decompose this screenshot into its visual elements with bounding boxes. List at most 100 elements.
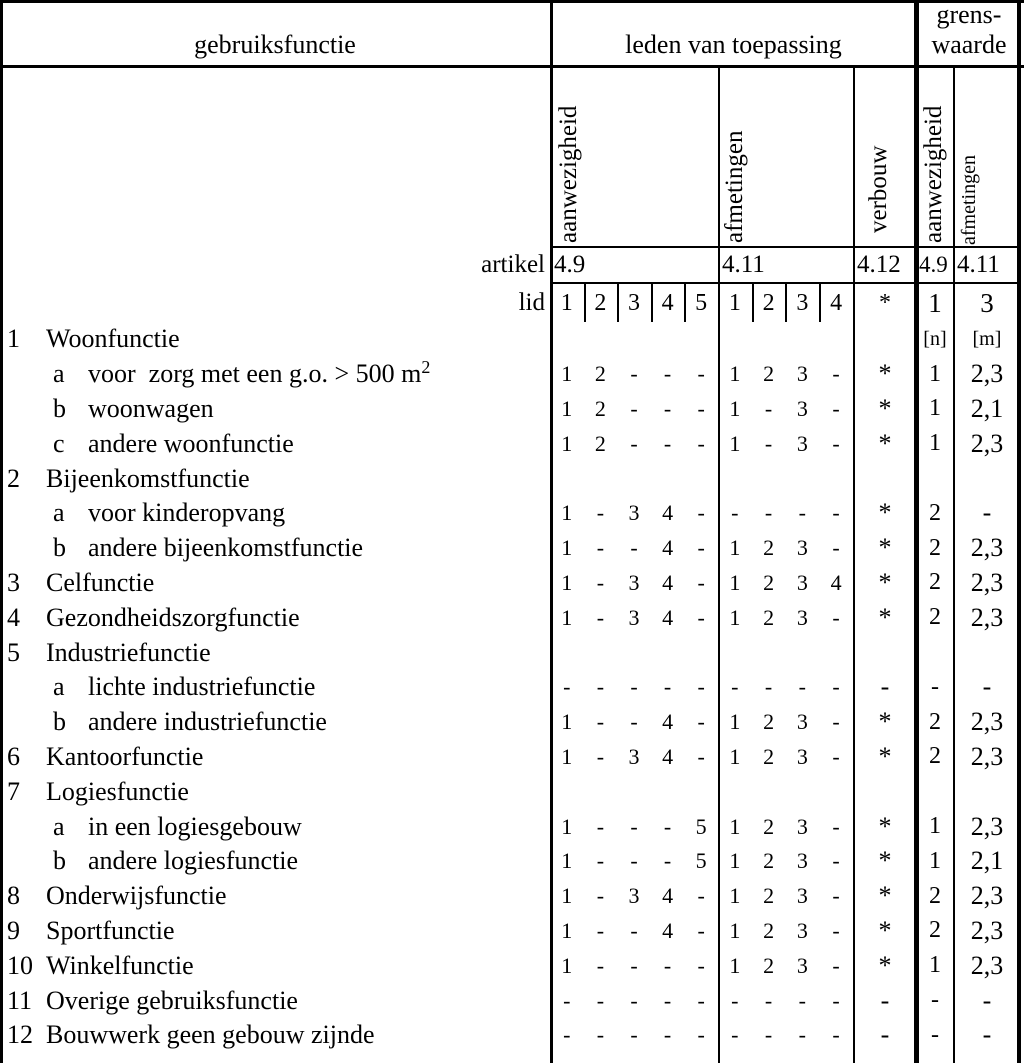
table-row: 4 Gezondheidszorgfunctie 1-3 4-1 2 3- * 2 2,3 [0,600,1021,635]
table-row: a lichte industriefunctie - - - - - - - - - - - - [0,670,1021,705]
verbouw-value-cell: * [878,915,892,945]
verbouw-value-cell [853,635,917,670]
grenswaarde-afmetingen-cell: - [982,672,992,702]
lid-afmetingen-value-cell: - [764,1022,773,1048]
lid-aanwezigheid-value-cell: - [697,674,705,700]
lid-afmetingen-value-cell: 1 [729,604,741,630]
column-header-gebruiksfunctie: gebruiksfunctie [194,30,356,60]
verbouw-value-cell: * [878,846,892,876]
lid-tick [819,284,821,322]
lid-aanwezigheid-value-cell: - [697,430,705,456]
lid-afmetingen-value-cell: - [832,674,840,700]
verbouw-value-cell [853,461,917,496]
row-number: 9 [7,915,20,945]
grenswaarde-aanwezigheid-cell: 1 [928,395,941,422]
grenswaarde-aanwezigheid-cell: 2 [928,569,941,596]
verbouw-value-cell [853,322,917,357]
lid-aanwezigheid-value-cell: - [596,987,605,1013]
grenswaarde-aanwezigheid-cell: [n] [923,327,947,350]
lid-number: 3 [796,289,809,316]
lid-aanwezigheid-value-cell: - [596,952,605,978]
verbouw-value-cell: * [878,359,892,389]
rule-above-lid [550,282,1020,284]
rule-aanwezigheid-afmetingen [718,65,720,1063]
lid-aanwezigheid-value-cell: - [663,674,672,700]
row-label: voor kinderopvang [88,498,286,528]
row-label: Bouwwerk geen gebouw zijnde [46,1020,375,1050]
lid-afmetingen-value-cell: 1 [729,535,741,561]
lid-afmetingen-value-cell [819,461,853,496]
table-row: c andere woonfunctie 1 2- - -1-3- * 1 2,3 [0,426,1021,461]
lid-number: 4 [661,289,674,316]
lid-verbouw-asterisk: * [878,289,891,316]
lid-aanwezigheid-value-cell [550,635,584,670]
verbouw-value-cell: * [878,533,892,563]
gebruiksfunctie-cell: 3 Celfunctie [0,566,550,601]
gebruiksfunctie-cell: b andere logiesfunctie [0,844,550,879]
table-row: b andere logiesfunctie 1- - -5 1 2 3- * 1 2,1 [0,844,1021,879]
row-number: 8 [7,881,20,911]
lid-afmetingen-value-cell: 3 [796,743,808,769]
lid-afmetingen-value-cell: 3 [796,917,808,943]
grenswaarde-aanwezigheid-cell [917,774,953,809]
lid-aanwezigheid-value-cell: - [697,395,705,421]
row-number: 1 [7,324,20,354]
rule-grens-aanw-afm [953,65,955,1063]
lid-aanwezigheid-value-cell [550,461,584,496]
lid-aanwezigheid-value-cell: 4 [662,604,674,630]
row-label: Onderwijsfunctie [46,881,227,911]
lid-tick [617,284,619,322]
verbouw-value-cell: * [878,707,892,737]
grenswaarde-afmetingen-cell: 2,3 [970,881,1004,911]
lid-aanwezigheid-value-cell: - [596,848,605,874]
gebruiksfunctie-cell: 11 Overige gebruiksfunctie [0,983,550,1018]
lid-aanwezigheid-value-cell: 1 [561,430,573,456]
row-number: 3 [7,567,20,597]
lid-tick [651,284,653,322]
grenswaarde-aanwezigheid-cell: - [930,673,939,700]
subheader-cell-leden-aanwezigheid: aanwezigheid [550,65,718,246]
grenswaarde-afmetingen-cell: 2,3 [970,811,1004,841]
lid-aanwezigheid-value-cell: - [697,987,705,1013]
lid-afmetingen-value-cell: - [832,917,840,943]
lid-aanwezigheid-value-cell: - [663,395,672,421]
lid-afmetingen-value-cell: 3 [796,952,808,978]
lid-aanwezigheid-value-cell: - [630,813,638,839]
lid-afmetingen-value-cell: - [832,883,840,909]
grenswaarde-aanwezigheid-cell: 2 [928,743,941,770]
lid-aanwezigheid-value-cell: - [563,674,571,700]
grenswaarde-afmetingen-cell: 2,3 [970,741,1004,771]
lid-aanwezigheid-value-cell: 1 [561,604,573,630]
gebruiksfunctie-cell: b andere bijeenkomstfunctie [0,531,550,566]
table-row: 5 Industriefunctie [0,635,1021,670]
lid-afmetingen-value-cell [718,635,752,670]
grenswaarde-aanwezigheid-cell: 1 [928,813,941,840]
row-letter: b [53,393,66,423]
gebruiksfunctie-cell: a voor zorg met een g.o. > 500 m2 [0,357,550,392]
grenswaarde-afmetingen-cell: 2,1 [970,846,1004,876]
lid-aanwezigheid-value-cell: - [697,709,705,735]
lid-aanwezigheid-value-cell: 1 [561,709,573,735]
table-row: a voor zorg met een g.o. > 500 m2 1 2- - -1 2 3… [0,357,1021,392]
lid-afmetingen-value-cell [752,461,786,496]
lid-aanwezigheid-value-cell: - [630,1022,638,1048]
verbouw-value-cell: * [878,881,892,911]
lid-afmetingen-value-cell: - [832,604,840,630]
lid-afmetingen-value-cell: - [764,500,773,526]
lid-aanwezigheid-value-cell: - [630,987,638,1013]
verbouw-value-cell: - [880,672,890,702]
grenswaarde-aanwezigheid-cell [917,461,953,496]
row-label: in een logiesgebouw [88,811,302,841]
lid-aanwezigheid-value-cell [584,322,618,357]
lid-aanwezigheid-value-cell: - [563,1022,571,1048]
lid-grens-aanwezigheid: 1 [928,287,942,318]
artikel-grens-afmetingen: 4.11 [956,251,1000,278]
lid-aanwezigheid-value-cell: - [697,743,705,769]
table-row: 10 Winkelfunctie 1- - - -1 2 3- * 1 2,3 [0,948,1021,983]
grenswaarde-afmetingen-cell: - [982,498,992,528]
lid-afmetingen-value-cell: 2 [763,743,775,769]
lid-aanwezigheid-value-cell: - [596,569,605,595]
lid-aanwezigheid-value-cell [651,774,685,809]
lid-aanwezigheid-value-cell: - [563,987,571,1013]
lid-aanwezigheid-value-cell: 3 [628,569,640,595]
